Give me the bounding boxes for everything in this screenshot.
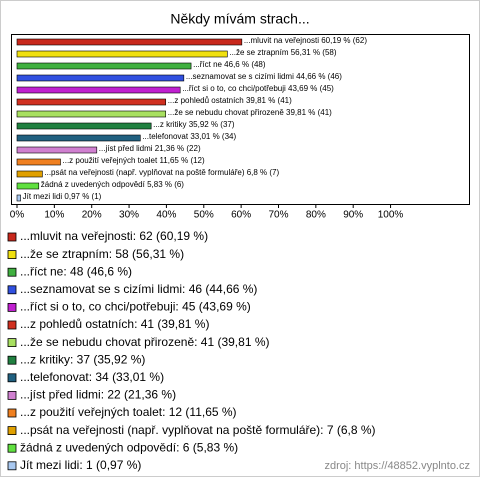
legend-swatch <box>7 338 17 348</box>
value-label: ...že se nebudu chovat přirozeně 39,81 %… <box>168 108 332 117</box>
bar <box>16 110 167 118</box>
legend-label: ...psát na veřejnosti (např. vyplňovat n… <box>20 423 376 437</box>
legend-label: ...říct si o to, co chci/potřebuji: 45 (… <box>20 300 251 314</box>
x-tick-label: 60% <box>231 210 251 221</box>
bar <box>16 182 40 190</box>
x-tick-label: 100% <box>378 210 404 221</box>
legend-label: žádná z uvedených odpovědí: 6 (5,83 %) <box>20 440 238 454</box>
bar <box>16 170 43 178</box>
legend-swatch <box>7 390 17 400</box>
value-label: žádná z uvedených odpovědí 5,83 % (6) <box>41 180 185 189</box>
value-label: ...jíst před lidmi 21,36 % (22) <box>99 144 201 153</box>
legend-label: ...z pohledů ostatních: 41 (39,81 %) <box>20 317 209 331</box>
x-tick-label: 10% <box>44 210 64 221</box>
bar <box>16 146 98 154</box>
value-label: ...z kritiky 35,92 % (37) <box>153 120 235 129</box>
value-label: ...říct si o to, co chci/potřebuji 43,69… <box>182 84 334 93</box>
legend-label: ...že se ztrapním: 58 (56,31 %) <box>20 247 184 261</box>
legend-label: ...mluvit na veřejnosti: 62 (60,19 %) <box>20 229 208 243</box>
legend-swatch <box>7 355 17 365</box>
legend-swatch <box>7 250 17 260</box>
bar <box>16 50 228 58</box>
legend-label: ...telefonovat: 34 (33,01 %) <box>20 370 164 384</box>
value-label: ...říct ne 46,6 % (48) <box>193 60 266 69</box>
bar <box>16 158 61 166</box>
x-tick-label: 50% <box>194 210 214 221</box>
legend-swatch <box>7 232 17 242</box>
bar <box>16 122 152 130</box>
legend-label: ...jíst před lidmi: 22 (21,36 %) <box>20 388 176 402</box>
value-label: ...mluvit na veřejnosti 60,19 % (62) <box>244 36 368 45</box>
x-tick-label: 80% <box>306 210 326 221</box>
legend-label: ...z použití veřejných toalet: 12 (11,65… <box>20 405 237 419</box>
legend-swatch <box>7 267 17 277</box>
value-label: Jít mezi lidi 0,97 % (1) <box>23 192 102 201</box>
bar <box>16 86 181 94</box>
x-tick-label: 30% <box>119 210 139 221</box>
legend-swatch <box>7 408 17 418</box>
legend-label: ...z kritiky: 37 (35,92 %) <box>20 352 145 366</box>
bar <box>16 74 185 82</box>
legend-swatch <box>7 285 17 295</box>
chart-title: Někdy mívám strach... <box>170 11 309 27</box>
bar <box>16 38 243 46</box>
value-label: ...z pohledů ostatních 39,81 % (41) <box>168 96 292 105</box>
value-label: ...že se ztrapním 56,31 % (58) <box>229 48 336 57</box>
value-label: ...psát na veřejnosti (např. vyplňovat n… <box>44 168 279 177</box>
bar <box>16 62 192 70</box>
legend-swatch <box>7 320 17 330</box>
x-tick-label: 0% <box>10 210 25 221</box>
bar <box>16 98 167 106</box>
legend-swatch <box>7 443 17 453</box>
x-tick-label: 90% <box>343 210 363 221</box>
legend-label: ...říct ne: 48 (46,6 %) <box>20 264 132 278</box>
x-tick-label: 40% <box>156 210 176 221</box>
legend-swatch <box>7 302 17 312</box>
legend-label: ...že se nebudu chovat přirozeně: 41 (39… <box>20 335 270 349</box>
legend-label: Jít mezi lidi: 1 (0,97 %) <box>20 458 141 472</box>
bar <box>16 194 21 202</box>
value-label: ...telefonovat 33,01 % (34) <box>142 132 236 141</box>
source: zdroj: https://48852.vyplnto.cz <box>324 460 470 472</box>
x-tick-label: 70% <box>268 210 288 221</box>
legend-swatch <box>7 461 17 471</box>
x-tick-label: 20% <box>82 210 102 221</box>
legend-swatch <box>7 426 17 436</box>
legend-label: ...seznamovat se s cizími lidmi: 46 (44,… <box>20 282 257 296</box>
value-label: ...seznamovat se s cizími lidmi 44,66 % … <box>186 72 342 81</box>
bar <box>16 134 141 142</box>
legend-swatch <box>7 373 17 383</box>
value-label: ...z použití veřejných toalet 11,65 % (1… <box>63 156 205 165</box>
